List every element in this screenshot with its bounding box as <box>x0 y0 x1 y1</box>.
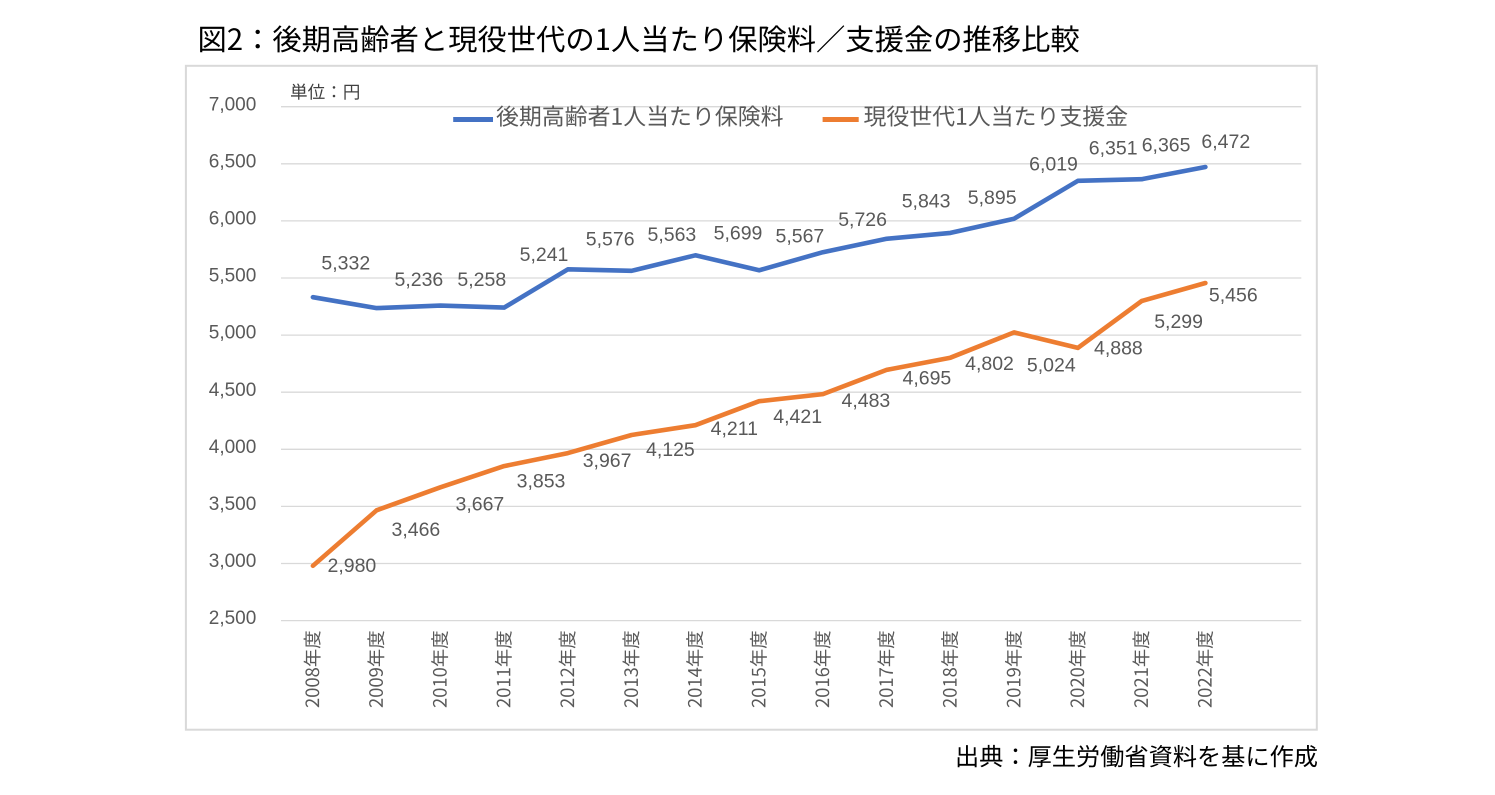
svg-text:5,576: 5,576 <box>586 229 635 251</box>
svg-text:5,456: 5,456 <box>1209 284 1258 306</box>
svg-text:4,888: 4,888 <box>1094 337 1143 359</box>
svg-text:5,895: 5,895 <box>968 187 1017 209</box>
svg-text:3,667: 3,667 <box>455 493 504 515</box>
svg-text:3,466: 3,466 <box>391 519 440 541</box>
svg-text:6,472: 6,472 <box>1201 131 1250 153</box>
svg-text:3,000: 3,000 <box>209 551 257 572</box>
svg-text:5,500: 5,500 <box>209 266 257 287</box>
svg-text:4,483: 4,483 <box>841 390 890 412</box>
svg-text:5,563: 5,563 <box>647 224 696 246</box>
svg-text:5,299: 5,299 <box>1154 311 1203 333</box>
svg-text:2,980: 2,980 <box>327 555 376 577</box>
svg-text:5,000: 5,000 <box>209 323 257 344</box>
svg-text:4,000: 4,000 <box>209 437 257 458</box>
svg-text:4,125: 4,125 <box>646 439 695 461</box>
svg-text:4,421: 4,421 <box>773 406 822 428</box>
svg-text:4,802: 4,802 <box>965 353 1014 375</box>
svg-text:4,500: 4,500 <box>209 380 257 401</box>
svg-text:5,332: 5,332 <box>321 253 370 275</box>
svg-text:3,967: 3,967 <box>583 450 632 472</box>
svg-text:3,500: 3,500 <box>209 494 257 515</box>
svg-text:6,000: 6,000 <box>209 209 257 230</box>
svg-text:5,567: 5,567 <box>775 226 824 248</box>
svg-text:5,726: 5,726 <box>838 209 887 231</box>
svg-text:2,500: 2,500 <box>209 608 257 629</box>
svg-text:5,241: 5,241 <box>520 244 569 266</box>
svg-text:4,695: 4,695 <box>902 367 951 389</box>
svg-text:4,211: 4,211 <box>711 418 758 440</box>
svg-text:6,365: 6,365 <box>1142 135 1191 157</box>
svg-text:5,024: 5,024 <box>1027 355 1076 377</box>
svg-text:5,843: 5,843 <box>902 191 951 213</box>
svg-text:5,699: 5,699 <box>714 222 763 244</box>
svg-text:5,236: 5,236 <box>394 269 443 291</box>
svg-text:6,500: 6,500 <box>209 151 257 172</box>
svg-text:7,000: 7,000 <box>209 94 257 115</box>
svg-text:5,258: 5,258 <box>457 269 506 291</box>
svg-text:3,853: 3,853 <box>517 470 566 492</box>
svg-text:6,351: 6,351 <box>1089 137 1138 159</box>
svg-text:6,019: 6,019 <box>1029 154 1078 176</box>
